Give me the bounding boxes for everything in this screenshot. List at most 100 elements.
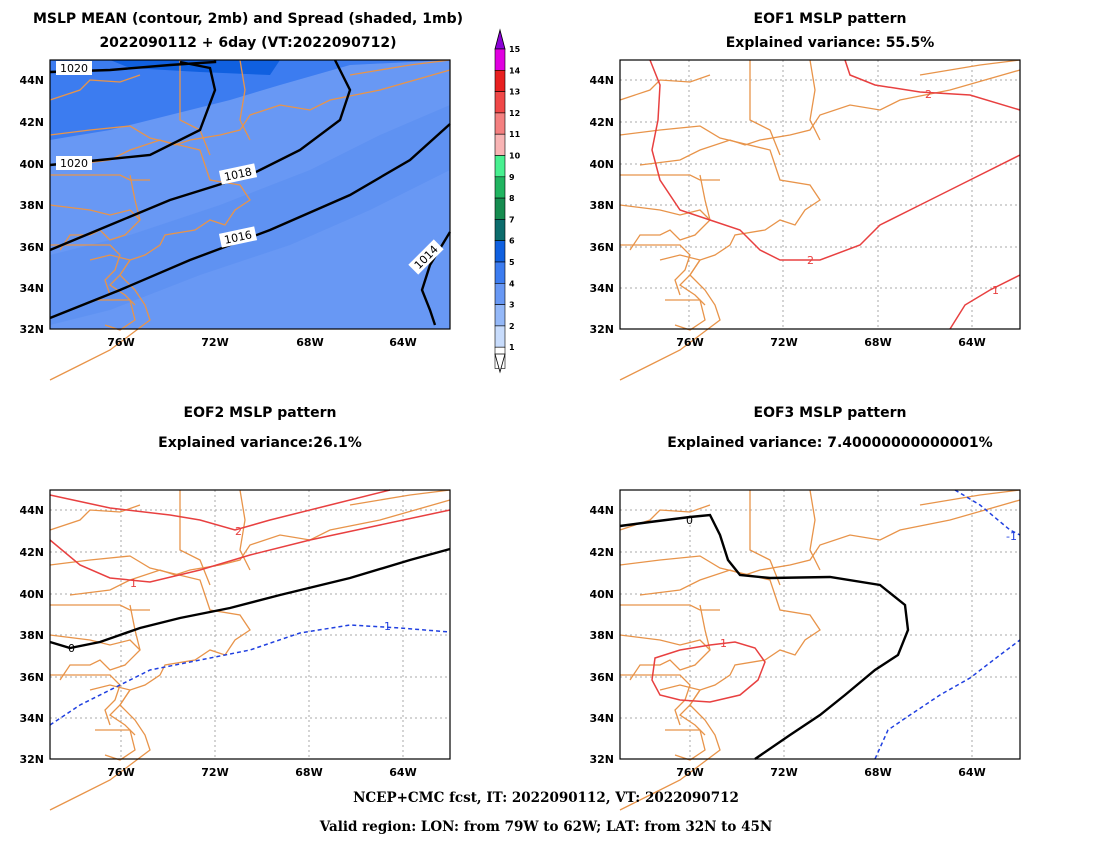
colorbar-label: 15 <box>509 45 521 54</box>
colorbar-cell <box>494 282 506 305</box>
mean-contour-labels: 1020 1020 1018 1016 1014 <box>56 61 444 275</box>
colorbar-label: 13 <box>509 88 520 97</box>
colorbar-label: 12 <box>509 109 520 118</box>
spread-shading-4 <box>50 60 450 140</box>
panel-mean: MSLP MEAN (contour, 2mb) and Spread (sha… <box>19 11 463 381</box>
colorbar-cell <box>494 91 506 114</box>
colorbar-label: 14 <box>509 66 521 75</box>
lon-tick-64w: 64W <box>389 336 416 349</box>
panel-eof2-subtitle: Explained variance:26.1% <box>158 435 362 451</box>
lon-tick-72w: 72W <box>201 336 228 349</box>
eof3-lon-72w: 72W <box>770 766 797 779</box>
panel-eof1-title: EOF1 MSLP pattern <box>754 11 907 27</box>
eof2-lon-76w: 76W <box>107 766 134 779</box>
eof1-lon-64w: 64W <box>958 336 985 349</box>
panel-eof1-subtitle: Explained variance: 55.5% <box>726 35 935 51</box>
eof2-lat-42n: 42N <box>19 546 44 559</box>
panel-mean-subtitle: 2022090112 + 6day (VT:2022090712) <box>99 35 396 51</box>
eof2-lat-40n: 40N <box>19 588 44 601</box>
eof2-lon-64w: 64W <box>389 766 416 779</box>
contour-label-1020b: 1020 <box>60 157 88 170</box>
colorbar-labels: 15 14 13 12 11 10 9 8 7 6 5 4 3 2 1 <box>509 45 521 352</box>
colorbar-label: 6 <box>509 237 515 246</box>
colorbar-cell <box>494 325 506 348</box>
eof3-lat-36n: 36N <box>589 671 614 684</box>
eof1-lat-44n: 44N <box>589 74 614 87</box>
eof3-lat-40n: 40N <box>589 588 614 601</box>
colorbar-label: 4 <box>509 279 515 288</box>
colorbar-label: 5 <box>509 258 515 267</box>
eof3-lon-64w: 64W <box>958 766 985 779</box>
eof3-label-0: 0 <box>686 514 693 527</box>
eof1-lat-34n: 34N <box>589 282 614 295</box>
colorbar-cell <box>494 261 506 284</box>
eof3-lat-32n: 32N <box>589 753 614 766</box>
colorbar-label: 1 <box>509 343 515 352</box>
colorbar-top-arrow <box>494 28 506 50</box>
panel-eof1: EOF1 MSLP pattern Explained variance: 55… <box>589 11 1021 381</box>
eof2-label-2: 2 <box>235 525 242 538</box>
eof2-lon-72w: 72W <box>201 766 228 779</box>
colorbar-label: 7 <box>509 215 515 224</box>
panel-eof3-axes: 44N 42N 40N 38N 36N 34N 32N 76W 72W 68W … <box>589 504 985 779</box>
eof2-label-0: 0 <box>68 642 75 655</box>
panel-eof2: EOF2 MSLP pattern Explained variance:26.… <box>19 405 451 811</box>
panel-mean-axes: 44N 42N 40N 38N 36N 34N 32N 76W 72W 68W … <box>19 74 416 349</box>
colorbar-label: 11 <box>509 130 521 139</box>
eof2-lat-44n: 44N <box>19 504 44 517</box>
eof3-lat-34n: 34N <box>589 712 614 725</box>
colorbar-cell <box>494 197 506 220</box>
panel-eof3-title: EOF3 MSLP pattern <box>754 405 907 421</box>
panel-eof3: EOF3 MSLP pattern Explained variance: 7.… <box>589 405 1021 811</box>
colorbar-label: 2 <box>509 322 515 331</box>
colorbar-label: 10 <box>509 152 521 161</box>
eof2-lat-32n: 32N <box>19 753 44 766</box>
mean-contours <box>49 59 452 326</box>
contour-label-1018: 1018 <box>223 165 253 184</box>
spread-shading-band <box>50 105 450 325</box>
panel-eof3-map: 0 1 -1 <box>619 489 1021 811</box>
lat-tick-42n: 42N <box>19 116 44 129</box>
colorbar-bottom-arrow <box>494 353 506 374</box>
panel-mean-title: MSLP MEAN (contour, 2mb) and Spread (sha… <box>33 11 463 27</box>
eof1-lat-40n: 40N <box>589 158 614 171</box>
lat-tick-38n: 38N <box>19 199 44 212</box>
lat-tick-32n: 32N <box>19 323 44 336</box>
spread-shading-5 <box>110 60 280 75</box>
lon-tick-68w: 68W <box>296 336 323 349</box>
eof3-label-m1: -1 <box>1006 530 1017 543</box>
lon-tick-76w: 76W <box>107 336 134 349</box>
colorbar-cell <box>494 219 506 241</box>
colorbar-cell <box>494 112 506 135</box>
eof2-lat-36n: 36N <box>19 671 44 684</box>
eof1-label-2b: 2 <box>925 88 932 101</box>
contour-label-1020a: 1020 <box>60 62 88 75</box>
lat-tick-40n: 40N <box>19 158 44 171</box>
eof3-label-1: 1 <box>720 637 727 650</box>
panel-eof3-subtitle: Explained variance: 7.40000000000001% <box>667 435 992 451</box>
colorbar: 15 14 13 12 11 10 9 8 7 6 5 4 3 2 1 <box>494 28 521 374</box>
eof1-label-2a: 2 <box>807 254 814 267</box>
eof1-lon-68w: 68W <box>864 336 891 349</box>
footer-forecast-info: NCEP+CMC fcst, IT: 2022090112, VT: 20220… <box>353 790 739 806</box>
colorbar-label: 3 <box>509 301 515 310</box>
eof1-lon-76w: 76W <box>676 336 703 349</box>
eof2-label-1: 1 <box>130 577 137 590</box>
eof3-lon-68w: 68W <box>864 766 891 779</box>
eof2-lat-38n: 38N <box>19 629 44 642</box>
panel-eof2-title: EOF2 MSLP pattern <box>184 405 337 421</box>
eof1-lat-38n: 38N <box>589 199 614 212</box>
colorbar-cell <box>494 48 506 71</box>
contour-label-1016: 1016 <box>223 228 253 247</box>
colorbar-cell <box>494 133 506 156</box>
colorbar-cells <box>494 48 506 369</box>
lat-tick-34n: 34N <box>19 282 44 295</box>
colorbar-label: 9 <box>509 173 515 182</box>
colorbar-cell <box>494 155 506 178</box>
eof3-lon-76w: 76W <box>676 766 703 779</box>
eof3-lat-42n: 42N <box>589 546 614 559</box>
panel-mean-map: 1020 1020 1018 1016 1014 <box>49 59 452 381</box>
panel-eof1-map: 2 2 1 <box>619 59 1021 381</box>
eof1-lat-42n: 42N <box>589 116 614 129</box>
